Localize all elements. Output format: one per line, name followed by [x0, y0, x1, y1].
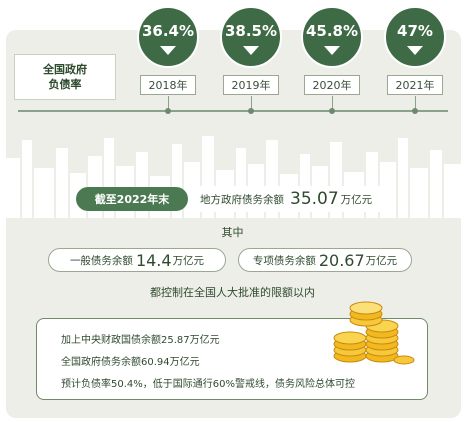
year-label-2018: 2018年 [140, 75, 196, 95]
info-line-1: 加上中央财政国债余额25.87万亿元 [61, 335, 220, 346]
timeline-dot [329, 108, 335, 114]
rate-value: 47% [397, 22, 433, 40]
rate-value: 38.5% [224, 22, 278, 40]
sub-label: 其中 [221, 226, 244, 239]
timeline-stem [415, 96, 416, 110]
rate-value: 45.8% [305, 22, 359, 40]
timeline-stem [168, 96, 169, 110]
date-label: 截至2022年末 [76, 187, 188, 211]
rate-badge-2020: 45.8% [301, 6, 363, 68]
rate-badge-2018: 36.4% [137, 6, 199, 68]
general-debt-pill: 一般债务余额 14.4 万亿元 [48, 248, 226, 272]
down-arrow-icon [324, 46, 340, 55]
timeline-dot [165, 108, 171, 114]
special-debt-pill: 专项债务余额 20.67 万亿元 [238, 248, 412, 272]
rate-value: 36.4% [141, 22, 195, 40]
timeline-line [18, 110, 448, 112]
coin-stack-icon [333, 301, 415, 365]
special-debt-unit: 万亿元 [365, 254, 398, 267]
down-arrow-icon [243, 46, 259, 55]
special-debt-value: 20.67 [318, 250, 365, 270]
info-line-2: 全国政府债务余额60.94万亿元 [61, 357, 200, 368]
special-debt-label: 专项债务余额 [252, 254, 316, 267]
down-arrow-icon [160, 46, 176, 55]
year-label-2021: 2021年 [387, 75, 443, 95]
timeline-dot [248, 108, 254, 114]
title-line-1: 全国政府 [43, 63, 87, 76]
rate-badge-2019: 38.5% [220, 6, 282, 68]
year-label-2020: 2020年 [304, 75, 360, 95]
down-arrow-icon [407, 46, 423, 55]
chart-title-box: 全国政府 负债率 [14, 54, 116, 100]
info-box: 加上中央财政国债余额25.87万亿元 全国政府债务余额60.94万亿元 预计负债… [36, 318, 428, 400]
timeline-dot [412, 108, 418, 114]
general-debt-value: 14.4 [135, 250, 172, 270]
rate-badge-2021: 47% [384, 6, 446, 68]
timeline-stem [251, 96, 252, 110]
timeline-stem [332, 96, 333, 110]
year-label-2019: 2019年 [223, 75, 279, 95]
title-line-2: 负债率 [48, 78, 82, 91]
local-debt-value: 35.07 [290, 189, 339, 209]
general-debt-unit: 万亿元 [172, 254, 205, 267]
info-line-3: 预计负债率50.4%，低于国际通行60%警戒线，债务风险总体可控 [61, 379, 355, 390]
control-note: 都控制在全国人大批准的限额以内 [150, 286, 315, 299]
local-debt-label: 地方政府债务余额 [200, 193, 284, 206]
local-debt-unit: 万亿元 [340, 193, 373, 206]
local-debt-box: 地方政府债务余额 35.07 万亿元 [194, 186, 396, 212]
general-debt-label: 一般债务余额 [69, 254, 133, 267]
